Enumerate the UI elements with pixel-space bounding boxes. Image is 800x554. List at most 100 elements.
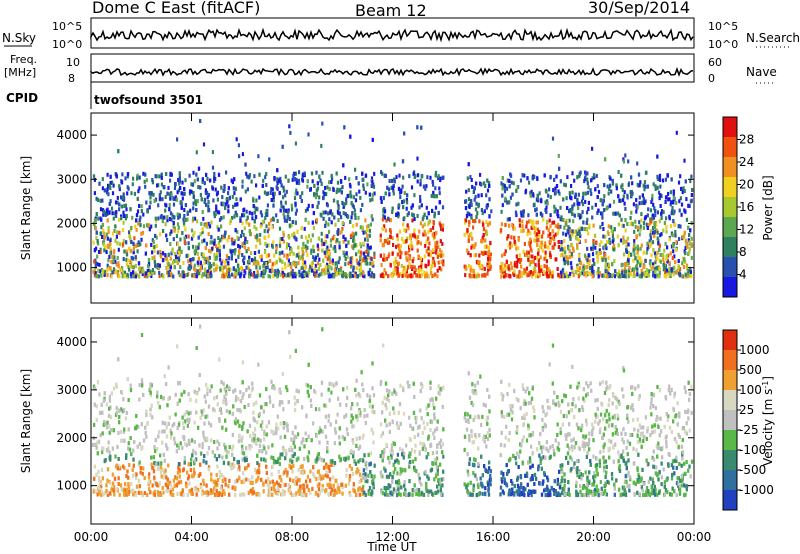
nsky-bottom-tick: 10^0	[52, 38, 82, 51]
radar-cell	[622, 198, 625, 202]
radar-cell	[205, 222, 209, 227]
radar-cell	[645, 272, 648, 276]
radar-cell	[435, 194, 438, 199]
radar-cell	[489, 266, 492, 271]
radar-cell	[281, 259, 284, 264]
radar-cell	[93, 248, 96, 253]
radar-cell	[470, 232, 473, 236]
radar-cell	[402, 199, 406, 204]
radar-cell	[586, 177, 589, 182]
radar-cell	[685, 217, 688, 222]
radar-cell	[94, 226, 97, 231]
radar-cell	[602, 227, 605, 231]
radar-cell	[243, 269, 246, 274]
radar-cell	[276, 268, 279, 273]
radar-cell	[464, 218, 468, 223]
radar-cell	[384, 191, 387, 196]
radar-cell	[260, 254, 263, 259]
radar-cell	[551, 236, 554, 241]
radar-cell	[208, 224, 212, 229]
radar-cell	[399, 250, 402, 255]
radar-cell	[170, 229, 173, 234]
radar-cell	[488, 183, 491, 188]
radar-cell	[309, 264, 312, 269]
radar-cell	[247, 247, 250, 251]
radar-cell	[545, 259, 548, 264]
radar-cell	[591, 215, 594, 220]
radar-cell	[106, 273, 109, 277]
radar-cell	[110, 274, 113, 279]
radar-cell	[576, 175, 579, 180]
radar-cell	[105, 232, 109, 237]
radar-cell	[674, 229, 677, 234]
radar-cell	[195, 202, 198, 207]
radar-cell	[286, 255, 289, 260]
radar-cell	[576, 201, 579, 206]
radar-cell	[332, 198, 336, 203]
radar-cell	[260, 270, 263, 275]
radar-cell	[126, 191, 129, 196]
radar-cell	[630, 252, 633, 257]
radar-cell	[620, 217, 623, 222]
radar-cell	[147, 264, 150, 268]
radar-cell	[288, 223, 291, 228]
radar-cell	[153, 270, 156, 275]
radar-cell	[568, 218, 571, 223]
radar-cell	[153, 199, 156, 203]
radar-cell	[264, 265, 267, 270]
radar-cell	[228, 274, 231, 279]
radar-cell	[486, 271, 489, 276]
radar-cell	[418, 267, 421, 272]
radar-cell	[282, 188, 286, 193]
radar-cell	[680, 186, 683, 191]
radar-cell	[298, 181, 301, 186]
radar-cell	[173, 226, 177, 231]
radar-cell	[642, 221, 646, 226]
radar-cell	[515, 246, 518, 251]
radar-cell	[178, 246, 181, 251]
radar-cell	[590, 192, 593, 196]
radar-cell	[131, 215, 134, 220]
radar-cell	[112, 216, 115, 221]
radar-cell	[324, 264, 327, 269]
radar-cell	[523, 252, 527, 257]
radar-cell	[284, 200, 287, 205]
radar-cell	[411, 259, 414, 264]
radar-cell	[411, 267, 414, 271]
radar-cell	[645, 222, 648, 227]
radar-cell	[251, 273, 254, 277]
radar-cell	[480, 263, 483, 268]
radar-cell	[218, 249, 221, 254]
radar-cell	[593, 233, 597, 238]
radar-cell	[551, 220, 554, 225]
radar-cell	[569, 236, 572, 241]
radar-cell	[420, 203, 423, 208]
radar-cell	[426, 175, 429, 180]
radar-cell	[215, 263, 218, 268]
radar-cell	[618, 274, 621, 279]
radar-cell	[350, 201, 353, 206]
radar-cell	[178, 171, 181, 176]
radar-cell	[268, 157, 271, 162]
radar-cell	[329, 209, 332, 214]
radar-cell	[110, 180, 113, 185]
radar-cell	[154, 216, 157, 221]
radar-cell	[544, 188, 547, 193]
radar-cell	[410, 264, 413, 269]
radar-cell	[226, 268, 229, 273]
radar-cell	[624, 266, 627, 271]
radar-cell	[649, 208, 653, 213]
radar-cell	[647, 273, 650, 278]
radar-cell	[418, 205, 421, 210]
radar-cell	[650, 200, 653, 204]
radar-cell	[481, 211, 484, 216]
radar-cell	[557, 240, 560, 244]
radar-cell	[684, 251, 687, 256]
radar-cell	[602, 234, 605, 239]
radar-cell	[433, 211, 436, 216]
radar-cell	[231, 180, 234, 185]
radar-cell	[144, 251, 147, 256]
radar-cell	[547, 228, 550, 233]
radar-cell	[481, 273, 484, 278]
